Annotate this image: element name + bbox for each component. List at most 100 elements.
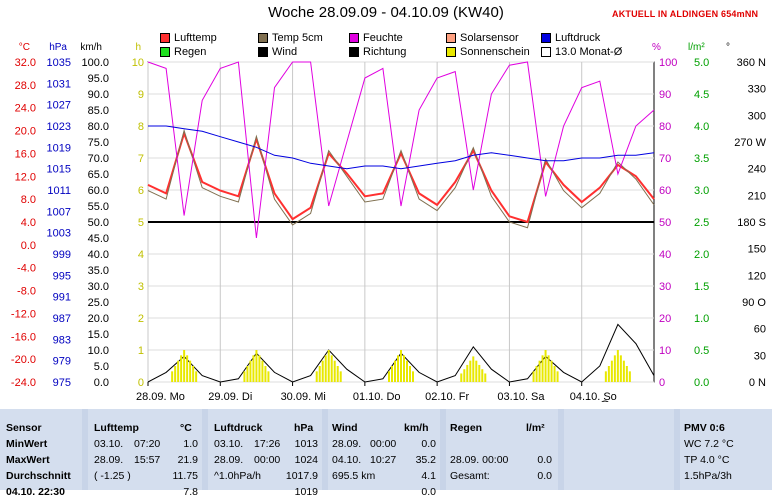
legend-item: Sonnenschein	[446, 46, 530, 58]
sunshine-bar	[195, 371, 198, 382]
hpa-tick-label: 995	[53, 270, 71, 282]
h-tick-label: 4	[138, 249, 144, 261]
h-tick-label: 1	[138, 345, 144, 357]
sunshine-bar	[336, 366, 339, 382]
x-tick-label: 02.10. Fr	[425, 391, 469, 402]
sunshine-bar	[189, 360, 192, 382]
sunshine-bar	[267, 371, 270, 382]
luftdruck-unit: hPa	[294, 422, 314, 434]
series-line-luftdruck	[148, 125, 655, 170]
sunshine-bar	[613, 355, 616, 382]
lufttemp-current: 7.8	[183, 486, 198, 498]
sunshine-bar	[607, 366, 610, 382]
celsius-axis-title: °C	[19, 42, 30, 53]
legend-label: Sonnenschein	[460, 46, 530, 58]
hpa-tick-label: 1023	[47, 121, 71, 133]
regen-total-value: 0.0	[537, 470, 552, 482]
legend-swatch	[258, 47, 268, 57]
sunshine-bar	[255, 350, 258, 382]
sunshine-bar	[619, 355, 622, 382]
table-col-regen	[446, 409, 558, 490]
x-tick-label: 28.09. Mo	[136, 391, 185, 402]
lm2-tick-label: 4.0	[694, 121, 709, 133]
legend-label: Temp 5cm	[272, 32, 323, 44]
sunshine-bar	[610, 360, 613, 382]
row-label: MinWert	[6, 438, 48, 450]
legend-label: Wind	[272, 46, 298, 58]
luftdruck-max-date: 28.09.	[214, 454, 244, 466]
sunshine-bar	[616, 350, 619, 382]
x-tick-label: 29.09. Di	[208, 391, 252, 402]
kmh-tick-label: 50.0	[88, 217, 109, 229]
sunshine-bar	[478, 364, 481, 382]
deg-tick-label: 60	[754, 324, 766, 336]
sunshine-bar	[174, 366, 177, 382]
percent-tick-label: 90	[659, 89, 671, 101]
sunshine-bar	[180, 355, 183, 382]
hpa-tick-label: 1027	[47, 100, 71, 112]
hpa-tick-label: 1035	[47, 57, 71, 69]
sunshine-bar	[177, 360, 180, 382]
table-col-empty	[564, 409, 674, 490]
legend-swatch	[349, 47, 359, 57]
kmh-tick-label: 60.0	[88, 185, 109, 197]
x-tick-label: 30.09. Mi	[281, 391, 326, 402]
regen-total-label: Gesamt:	[450, 470, 490, 482]
sunshine-bar	[409, 366, 411, 382]
percent-tick-label: 30	[659, 281, 671, 293]
legend-item: Regen	[160, 46, 206, 58]
lufttemp-unit: °C	[180, 422, 192, 434]
legend-swatch	[541, 47, 551, 57]
luftdruck-min-time: 17:26	[254, 438, 281, 450]
wind-min-value: 0.0	[421, 438, 436, 450]
lm2-tick-label: 2.0	[694, 249, 709, 261]
legend-swatch	[160, 33, 170, 43]
kmh-tick-label: 65.0	[88, 169, 109, 181]
sunshine-bar	[460, 373, 463, 382]
luftdruck-current: 1019	[294, 486, 318, 498]
deg-tick-label: 270 W	[734, 137, 766, 149]
wind-distance: 695.5 km	[332, 470, 376, 482]
sunshine-bar	[547, 355, 550, 382]
kmh-tick-label: 5.0	[94, 361, 109, 373]
hpa-tick-label: 1031	[47, 78, 71, 90]
hpa-tick-label: 979	[53, 356, 71, 368]
deg-axis-title: °	[726, 42, 730, 53]
lufttemp-max-value: 21.9	[177, 454, 198, 466]
h-tick-label: 6	[138, 185, 144, 197]
row-label: Durchschnitt	[6, 470, 71, 482]
lm2-tick-label: 2.5	[694, 217, 709, 229]
hpa-axis-title: hPa	[49, 42, 67, 53]
celsius-tick-label: -20.0	[11, 354, 36, 366]
pmv-line: TP 4.0 °C	[684, 454, 730, 466]
legend-swatch	[541, 33, 551, 43]
table-col-sensor	[0, 409, 82, 490]
live-location-label: AKTUELL IN ALDINGEN 654mNN	[612, 9, 759, 19]
lufttemp-max-time: 15:57	[134, 454, 161, 466]
lufttemp-min-time: 07:20	[134, 438, 161, 450]
legend-swatch	[258, 33, 268, 43]
percent-tick-label: 70	[659, 153, 671, 165]
chart-series	[147, 61, 655, 383]
legend-swatch	[446, 33, 456, 43]
celsius-tick-label: -16.0	[11, 331, 36, 343]
h-tick-label: 5	[138, 217, 144, 229]
legend-item: Luftdruck	[541, 32, 600, 44]
lm2-tick-label: 0.0	[694, 377, 709, 389]
chart-axes: 32.028.024.020.016.012.08.04.00.0-4.0-8.…	[11, 42, 767, 402]
h-tick-label: 3	[138, 281, 144, 293]
sunshine-bar	[324, 355, 327, 382]
wind-min-date: 28.09.	[332, 438, 362, 450]
celsius-tick-label: -8.0	[17, 286, 36, 298]
kmh-tick-label: 75.0	[88, 137, 109, 149]
sunshine-bar	[481, 369, 484, 382]
kmh-tick-label: 80.0	[88, 121, 109, 133]
lm2-tick-label: 3.0	[694, 185, 709, 197]
stats-table: Sensor MinWert MaxWert Durchschnitt 04.1…	[0, 409, 772, 498]
sunshine-bar	[183, 350, 186, 382]
table-col-lufttemp	[88, 409, 202, 490]
lm2-axis-title: l/m²	[688, 42, 705, 53]
series-line-temp-5cm	[147, 128, 655, 229]
hpa-tick-label: 1007	[47, 206, 71, 218]
percent-tick-label: 20	[659, 313, 671, 325]
